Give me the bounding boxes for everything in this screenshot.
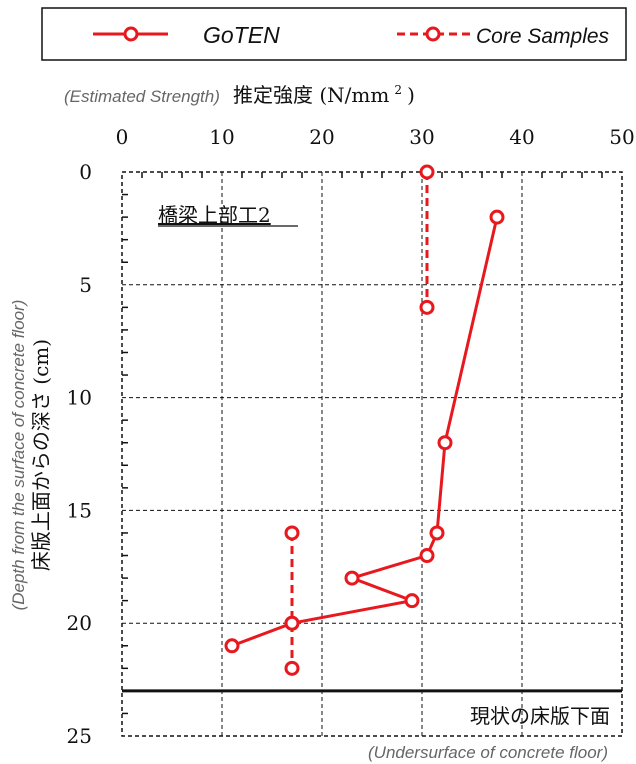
- core-samples-point: [284, 525, 300, 541]
- legend-goten-marker: [123, 26, 139, 42]
- legend-goten-label: GoTEN: [203, 22, 280, 48]
- core-samples-point: [419, 299, 435, 315]
- plot-area: 0 10 20 30 40 50 0 5 10 15 20 25 現状の床版下面 (Undersurfac…: [67, 125, 635, 762]
- goten-point: [419, 548, 435, 564]
- plot-background: [122, 172, 622, 736]
- legend: GoTEN Core Samples: [41, 7, 627, 61]
- undersurface-label-jp: 現状の床版下面: [470, 704, 610, 728]
- goten-point: [404, 593, 420, 609]
- x-tick-label: 40: [509, 125, 534, 149]
- y-tick-label: 10: [67, 386, 92, 410]
- x-tick-label: 50: [609, 125, 634, 149]
- undersurface-label-en: (Undersurface of concrete floor): [368, 743, 608, 762]
- y-axis-title-jp: 床版上面からの深さ (cm): [29, 339, 53, 571]
- x-tick-label: 30: [409, 125, 434, 149]
- goten-point: [224, 638, 240, 654]
- goten-line: [231, 216, 499, 648]
- x-tick-label: 10: [209, 125, 234, 149]
- legend-core-label: Core Samples: [476, 25, 610, 48]
- title-box-label: 橋梁上部工2: [158, 203, 271, 227]
- x-axis-title: (Estimated Strength) 推定強度 (N/mm 2 ): [64, 79, 415, 107]
- y-tick-label: 25: [67, 724, 92, 748]
- goten-point: [437, 435, 453, 451]
- goten-point: [429, 525, 445, 541]
- goten-point: [489, 209, 505, 225]
- y-tick-label: 0: [79, 160, 92, 184]
- x-tick-label: 0: [116, 125, 129, 149]
- core-samples-point: [284, 660, 300, 676]
- core-samples-point: [419, 164, 435, 180]
- core-samples-point: [284, 615, 300, 631]
- y-axis-title-en: (Depth from the surface of concrete floo…: [9, 300, 28, 611]
- y-tick-label: 20: [67, 611, 92, 635]
- x-tick-label: 20: [309, 125, 334, 149]
- goten-point: [344, 570, 360, 586]
- legend-core-marker: [425, 26, 441, 42]
- y-tick-label: 5: [79, 273, 92, 297]
- y-tick-label: 15: [67, 498, 92, 522]
